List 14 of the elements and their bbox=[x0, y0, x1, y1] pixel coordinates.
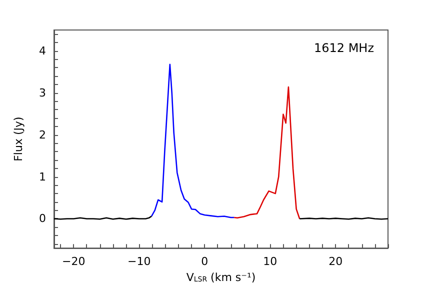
line-series bbox=[233, 86, 300, 220]
x-tick-label: −20 bbox=[62, 255, 86, 268]
y-tick-label: 2 bbox=[39, 128, 46, 142]
y-tick-label: 4 bbox=[39, 44, 46, 58]
y-tick-label: 1 bbox=[39, 170, 46, 184]
y-axis-title: Flux (Jy) bbox=[12, 116, 25, 162]
x-tick-label: 0 bbox=[201, 255, 208, 268]
x-tick-label: 20 bbox=[328, 255, 343, 268]
y-tick-label: 3 bbox=[39, 86, 46, 100]
x-tick-label: −10 bbox=[128, 255, 151, 268]
y-tick-label: 0 bbox=[39, 212, 46, 226]
x-tick-label: 10 bbox=[263, 255, 278, 268]
line-series bbox=[150, 64, 235, 218]
annotation: 1612 MHz bbox=[314, 41, 374, 55]
